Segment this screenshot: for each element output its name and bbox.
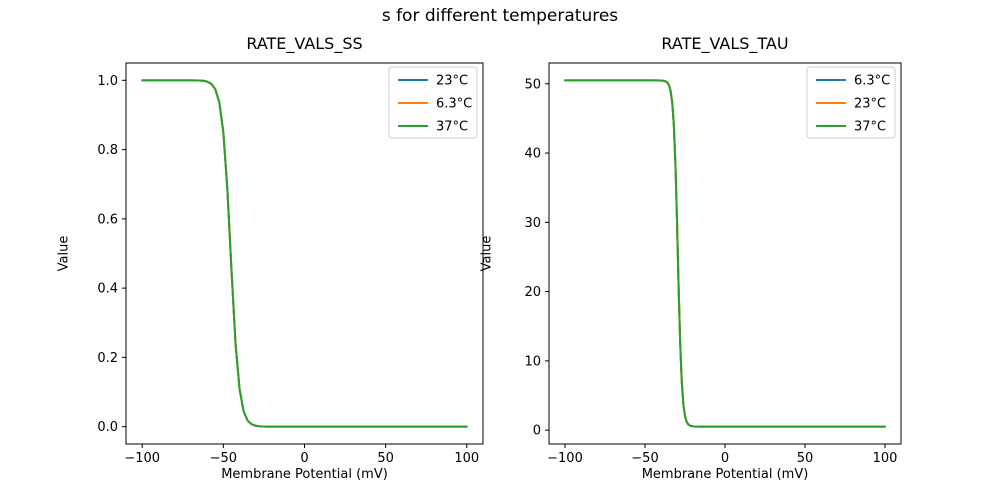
- y-tick-label: 30: [524, 216, 541, 231]
- legend-box: [806, 66, 896, 139]
- x-tick-label: −100: [547, 451, 583, 466]
- x-tick-label: 100: [873, 451, 898, 466]
- legend-label: 6.3°C: [854, 74, 890, 89]
- y-tick-label: 0.2: [97, 351, 118, 366]
- y-tick-label: 1.0: [97, 74, 118, 89]
- figure-title: s for different temperatures: [381, 6, 619, 26]
- y-tick-label: 10: [524, 354, 541, 369]
- y-tick-label: 20: [524, 285, 541, 300]
- axes-frame: [548, 62, 902, 445]
- x-tick-label: −50: [631, 451, 658, 466]
- y-tick-label: 0.4: [97, 282, 118, 297]
- subplot-0: −100 −50 0 50 100 0.0 0.2 0.4 0.6 0.8 1.0 23°C 6.3°C…: [97, 62, 484, 466]
- legend-label: 37°C: [436, 120, 468, 135]
- x-tick-label: −50: [210, 451, 237, 466]
- legend-label: 6.3°C: [436, 97, 472, 112]
- x-tick-label: 50: [797, 451, 814, 466]
- y-tick-label: 40: [524, 147, 541, 162]
- x-axis-label-ss: Membrane Potential (mV): [221, 467, 388, 482]
- x-tick-label: 0: [300, 451, 308, 466]
- x-tick-label: −100: [124, 451, 160, 466]
- plot-title-rate-vals-ss: RATE_VALS_SS: [246, 34, 363, 53]
- y-tick-label: 0: [533, 424, 541, 439]
- subplot-1: −100 −50 0 50 100 0 10 20 30 40 50 6.3°C 23°C 37°C: [524, 62, 902, 466]
- x-tick-label: 50: [377, 451, 394, 466]
- x-tick-label: 100: [454, 451, 479, 466]
- y-tick-label: 0.6: [97, 212, 118, 227]
- x-tick-label: 0: [721, 451, 729, 466]
- plot-title-rate-vals-tau: RATE_VALS_TAU: [661, 34, 789, 53]
- y-axis-label-ss: Value: [56, 235, 72, 272]
- x-axis-label-tau: Membrane Potential (mV): [641, 467, 809, 482]
- axes-frame: [125, 62, 484, 445]
- y-tick-label: 50: [524, 77, 541, 92]
- curve-37°C: [141, 79, 468, 428]
- y-axis-label-tau: Value: [479, 235, 495, 272]
- y-tick-label: 0.0: [97, 420, 118, 435]
- legend-label: 23°C: [854, 97, 886, 112]
- legend-box: [388, 66, 478, 139]
- y-tick-label: 0.8: [97, 143, 118, 158]
- legend-label: 37°C: [854, 120, 886, 135]
- legend-label: 23°C: [436, 74, 468, 89]
- curve-37°C: [564, 79, 886, 428]
